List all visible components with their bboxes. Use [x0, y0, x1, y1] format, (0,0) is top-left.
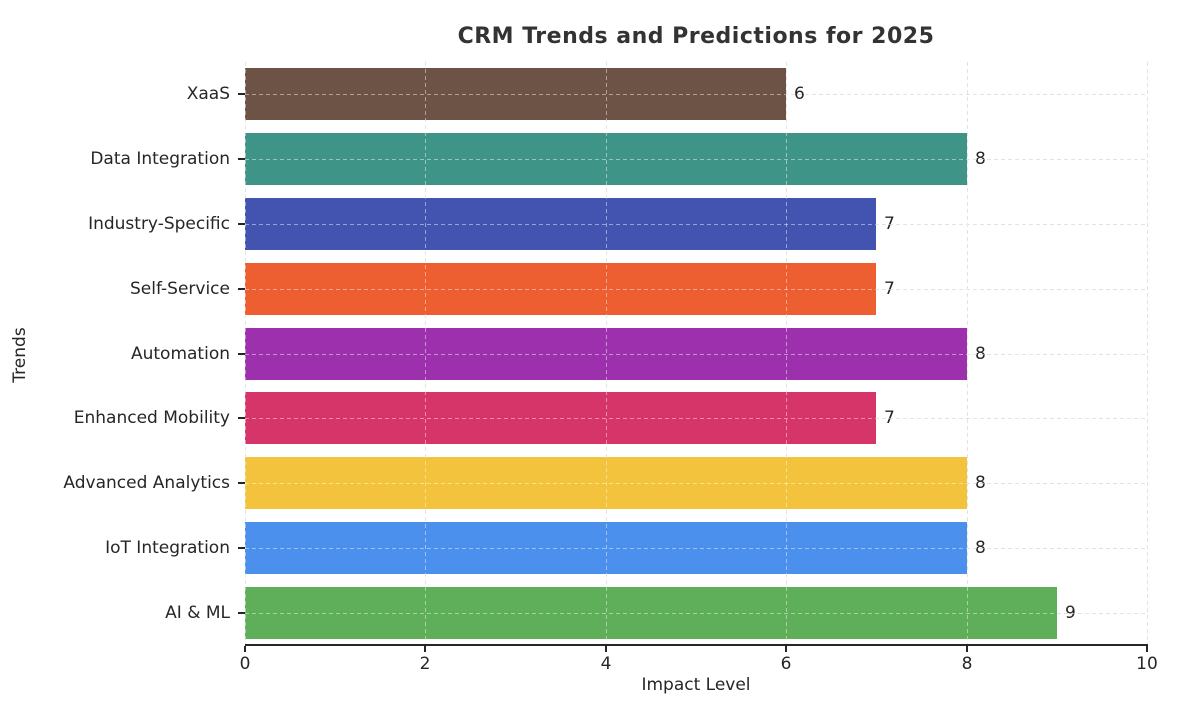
y-tick-label: XaaS [186, 84, 230, 104]
bar-xaas [245, 68, 786, 120]
gridline-horizontal-overlay [245, 548, 1147, 549]
y-tick-label: Data Integration [90, 149, 230, 169]
gridline-vertical-overlay [245, 62, 246, 645]
y-tick-label: Advanced Analytics [63, 473, 230, 493]
gridline-horizontal-overlay [245, 354, 1147, 355]
y-axis-tick [238, 223, 245, 225]
x-tick-label: 8 [961, 654, 973, 674]
bar-value-label: 6 [794, 84, 805, 104]
y-axis-tick [238, 93, 245, 95]
gridline-vertical [966, 62, 968, 645]
x-axis-tick [244, 646, 246, 652]
x-tick-label: 0 [239, 654, 251, 674]
y-tick-label: IoT Integration [105, 538, 230, 558]
y-axis-tick [238, 417, 245, 419]
gridline-horizontal-overlay [245, 94, 1147, 95]
bar-automation [245, 328, 967, 380]
x-axis-label: Impact Level [641, 675, 751, 695]
y-tick-label: AI & ML [165, 603, 230, 623]
bar-self-service [245, 263, 876, 315]
gridline-horizontal-overlay [245, 289, 1147, 290]
x-tick-label: 10 [1136, 654, 1158, 674]
bar-advanced-analytics [245, 457, 967, 509]
x-tick-label: 6 [780, 654, 792, 674]
gridline-vertical-overlay [605, 62, 607, 645]
bar-value-label: 8 [975, 473, 986, 493]
x-axis-tick [785, 646, 787, 652]
gridline-horizontal-overlay [245, 613, 1147, 614]
bar-data-integration [245, 133, 967, 185]
bar-value-label: 9 [1065, 603, 1076, 623]
bar-value-label: 8 [975, 344, 986, 364]
y-axis-tick [238, 547, 245, 549]
gridline-vertical [1147, 62, 1148, 645]
y-tick-label: Automation [130, 344, 230, 364]
bar-value-label: 7 [884, 408, 895, 428]
bar-ai-ml [245, 587, 1057, 639]
gridline-vertical-overlay [1147, 62, 1148, 645]
gridline-horizontal-overlay [245, 159, 1147, 160]
y-tick-label: Industry-Specific [88, 214, 230, 234]
y-axis-tick [238, 288, 245, 290]
y-tick-label: Self-Service [130, 279, 230, 299]
y-axis-tick [238, 353, 245, 355]
bar-value-label: 7 [884, 279, 895, 299]
gridline-vertical-overlay [425, 62, 427, 645]
bar-value-label: 8 [975, 149, 986, 169]
y-tick-label: Enhanced Mobility [73, 408, 230, 428]
y-axis-tick [238, 612, 245, 614]
bar-industry-specific [245, 198, 876, 250]
gridline-horizontal-overlay [245, 224, 1147, 225]
chart-title: CRM Trends and Predictions for 2025 [457, 24, 935, 49]
x-axis-tick [1146, 646, 1148, 652]
x-axis-tick [424, 646, 426, 652]
plot-area: 6 8 7 7 8 7 8 8 9 [245, 62, 1148, 645]
bar-value-label: 8 [975, 538, 986, 558]
x-tick-label: 2 [419, 654, 431, 674]
gridline-vertical-overlay [966, 62, 968, 645]
x-axis-line [245, 644, 1148, 646]
bar-enhanced-mobility [245, 392, 876, 444]
bar-iot-integration [245, 522, 967, 574]
gridline-vertical-overlay [786, 62, 788, 645]
bar-value-label: 7 [884, 214, 895, 234]
gridline-horizontal-overlay [245, 418, 1147, 419]
x-tick-label: 4 [600, 654, 612, 674]
y-axis-tick [238, 158, 245, 160]
y-axis-tick [238, 482, 245, 484]
gridline-horizontal-overlay [245, 483, 1147, 484]
x-axis-tick [966, 646, 968, 652]
x-axis-tick [605, 646, 607, 652]
